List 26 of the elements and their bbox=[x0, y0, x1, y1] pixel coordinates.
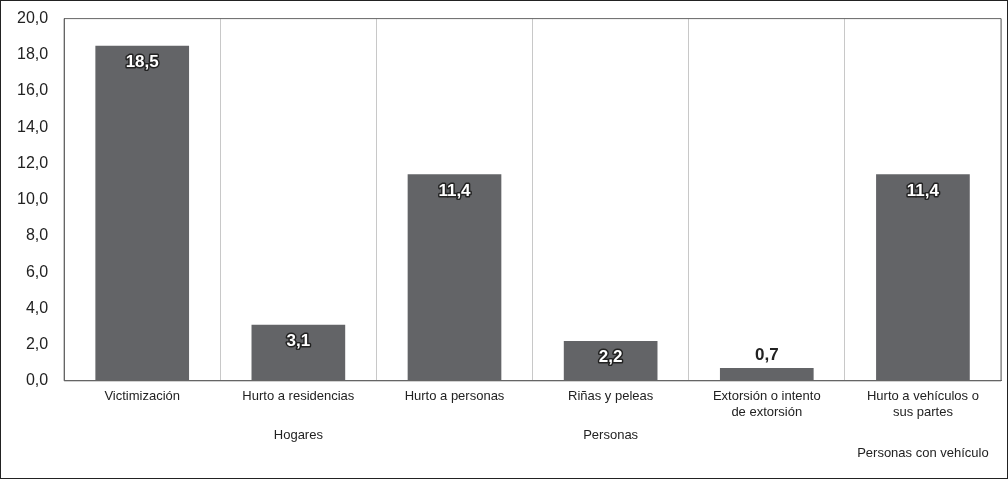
y-tick-label: 16,0 bbox=[17, 81, 49, 99]
text: Hogares bbox=[273, 426, 324, 442]
data-label: 3,1 bbox=[286, 330, 311, 350]
x-tick-label: Riñas y peleas bbox=[568, 388, 654, 404]
x-tick-label: Hurto a personas bbox=[404, 388, 505, 404]
y-tick-label: 4,0 bbox=[25, 298, 49, 316]
x-tick-label: Hurto a residencias bbox=[242, 388, 355, 404]
y-tick-label: 2,0 bbox=[25, 334, 49, 352]
y-tick-label: 12,0 bbox=[17, 153, 49, 171]
x-tick-label: Extorsión o intento de extorsión bbox=[712, 388, 821, 419]
x-tick-label: Victimización bbox=[104, 388, 181, 404]
y-tick-label: 6,0 bbox=[25, 262, 49, 280]
data-label: 11,4 bbox=[906, 180, 940, 200]
y-tick-label: 8,0 bbox=[25, 226, 49, 244]
y-tick-label: 20,0 bbox=[17, 9, 49, 27]
data-label: 18,5 bbox=[125, 51, 159, 71]
y-tick-label: 18,0 bbox=[17, 45, 49, 63]
data-label: 2,2 bbox=[598, 347, 623, 367]
data-label: 11,4 bbox=[438, 180, 472, 200]
y-tick-label: 0,0 bbox=[25, 371, 49, 389]
data-label: 0,7 bbox=[754, 345, 779, 365]
text: Personas con vehículo bbox=[857, 444, 989, 460]
text: Personas bbox=[583, 426, 639, 442]
x-tick-label: Hurto a vehículos o sus partes bbox=[866, 388, 979, 419]
y-tick-label: 10,0 bbox=[17, 190, 49, 208]
y-tick-label: 14,0 bbox=[17, 117, 49, 135]
